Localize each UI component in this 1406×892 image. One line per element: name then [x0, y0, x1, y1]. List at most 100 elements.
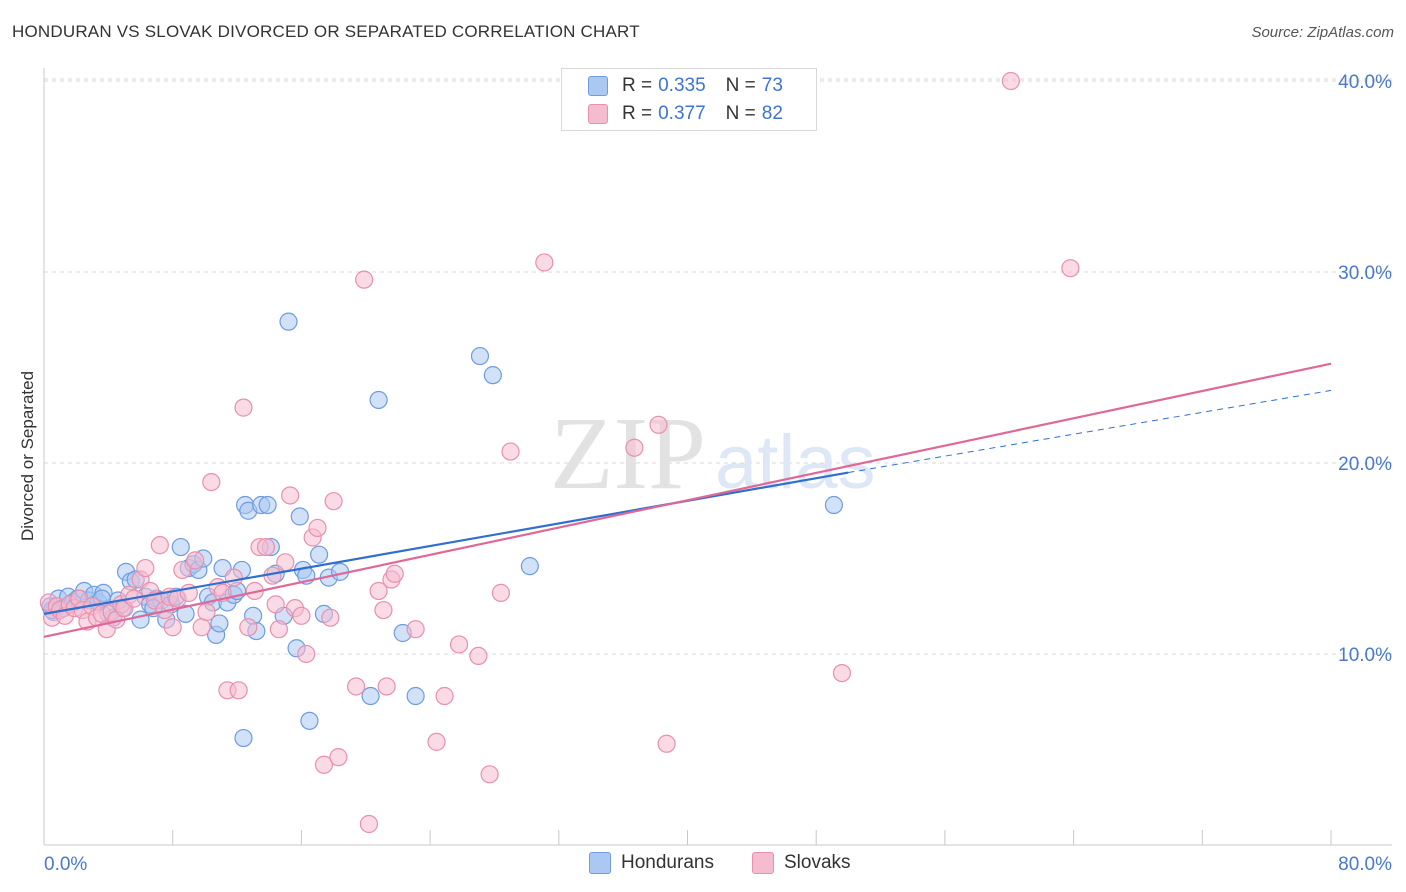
point-slovaks	[469, 646, 488, 666]
point-slovaks	[269, 620, 288, 639]
legend-label-hondurans: Hondurans	[621, 852, 714, 873]
point-slovaks	[346, 677, 366, 696]
legend-swatch-hondurans	[589, 852, 611, 874]
trend-line-hondurans-extension	[848, 389, 1332, 474]
point-slovaks	[329, 748, 348, 767]
chart-title: HONDURAN VS SLOVAK DIVORCED OR SEPARATED…	[12, 22, 640, 41]
n-label: N =	[725, 75, 756, 96]
axes	[43, 68, 1392, 846]
point-hondurans	[176, 604, 195, 623]
point-slovaks	[308, 518, 327, 538]
point-slovaks	[359, 814, 379, 834]
point-hondurans	[210, 614, 229, 633]
point-slovaks	[136, 558, 155, 578]
point-slovaks	[324, 492, 343, 511]
point-slovaks	[406, 620, 425, 639]
x-tick-label-max: 80.0%	[1338, 854, 1392, 875]
y-tick-label: 40.0%	[1338, 72, 1392, 93]
point-slovaks	[224, 568, 243, 587]
point-slovaks	[657, 734, 676, 753]
n-value: 82	[761, 103, 783, 124]
point-hondurans	[279, 312, 298, 331]
point-hondurans	[483, 366, 502, 385]
legend-item-hondurans[interactable]: Hondurans	[589, 852, 714, 874]
point-slovaks	[435, 686, 454, 706]
point-slovaks	[321, 608, 340, 627]
point-hondurans	[369, 390, 388, 410]
point-slovaks	[832, 663, 852, 683]
watermark: ZIP atlas	[550, 396, 876, 511]
point-slovaks	[625, 438, 644, 457]
point-slovaks	[266, 595, 285, 614]
point-slovaks	[314, 755, 334, 774]
y-tick-label: 20.0%	[1338, 454, 1392, 475]
legend-label-slovaks: Slovaks	[784, 852, 851, 873]
point-hondurans	[258, 495, 277, 515]
point-slovaks	[297, 644, 316, 664]
trend-lines	[43, 362, 1332, 638]
point-slovaks	[192, 618, 211, 637]
point-slovaks	[256, 537, 276, 557]
r-value: 0.335	[658, 75, 706, 96]
point-slovaks	[377, 677, 396, 696]
point-slovaks	[535, 253, 554, 272]
r-label: R =	[622, 75, 653, 96]
point-slovaks	[355, 270, 374, 289]
point-slovaks	[1001, 71, 1020, 91]
point-slovaks	[281, 486, 300, 505]
y-axis-title: Divorced or Separated	[18, 371, 37, 541]
stats-row-hondurans: R = 0.335 N = 73	[588, 73, 783, 99]
point-slovaks	[202, 473, 221, 492]
point-hondurans	[309, 545, 329, 564]
series-slovaks-points	[39, 71, 1080, 834]
source-label: Source: ZipAtlas.com	[1251, 24, 1394, 41]
r-label: R =	[622, 103, 653, 124]
point-slovaks	[150, 536, 169, 555]
r-value: 0.377	[658, 103, 706, 124]
x-tick-label-min: 0.0%	[44, 854, 87, 875]
trend-line-slovaks	[43, 362, 1332, 638]
legend-swatch-slovaks	[752, 852, 774, 874]
y-tick-label: 30.0%	[1338, 263, 1392, 284]
point-slovaks	[449, 635, 469, 654]
point-hondurans	[406, 686, 425, 706]
point-slovaks	[427, 732, 446, 751]
point-hondurans	[470, 346, 490, 366]
point-slovaks	[292, 606, 311, 625]
point-hondurans	[361, 686, 380, 706]
point-slovaks	[501, 442, 520, 461]
point-slovaks	[649, 415, 668, 434]
stats-legend: R = 0.335 N = 73 R = 0.377 N = 82	[561, 68, 817, 131]
point-hondurans	[171, 537, 190, 557]
point-slovaks	[1061, 259, 1080, 278]
point-hondurans	[300, 711, 319, 730]
point-hondurans	[290, 507, 309, 526]
point-slovaks	[197, 602, 216, 622]
point-hondurans	[520, 557, 539, 576]
y-tick-label: 10.0%	[1338, 645, 1392, 666]
point-slovaks	[276, 553, 295, 572]
series-hondurans-points	[41, 312, 843, 748]
point-slovaks	[234, 398, 253, 417]
trend-line-hondurans	[43, 471, 849, 615]
point-slovaks	[229, 681, 248, 700]
swatch-slovaks	[588, 104, 608, 124]
x-axis-ticks	[172, 830, 1332, 845]
point-hondurans	[234, 728, 253, 748]
point-slovaks	[239, 618, 258, 637]
n-value: 73	[761, 75, 783, 96]
point-slovaks	[186, 551, 205, 570]
swatch-hondurans	[588, 76, 608, 96]
point-hondurans	[824, 495, 843, 515]
point-slovaks	[480, 765, 499, 784]
n-label: N =	[725, 103, 756, 124]
y-axis-tick-labels: 10.0% 20.0% 30.0% 40.0%	[1338, 72, 1392, 666]
point-slovaks	[374, 600, 393, 620]
legend-item-slovaks[interactable]: Slovaks	[752, 852, 851, 874]
point-slovaks	[491, 583, 510, 602]
point-slovaks	[369, 581, 388, 601]
stats-row-slovaks: R = 0.377 N = 82	[588, 101, 783, 127]
point-slovaks	[163, 618, 182, 637]
point-slovaks	[173, 560, 192, 580]
